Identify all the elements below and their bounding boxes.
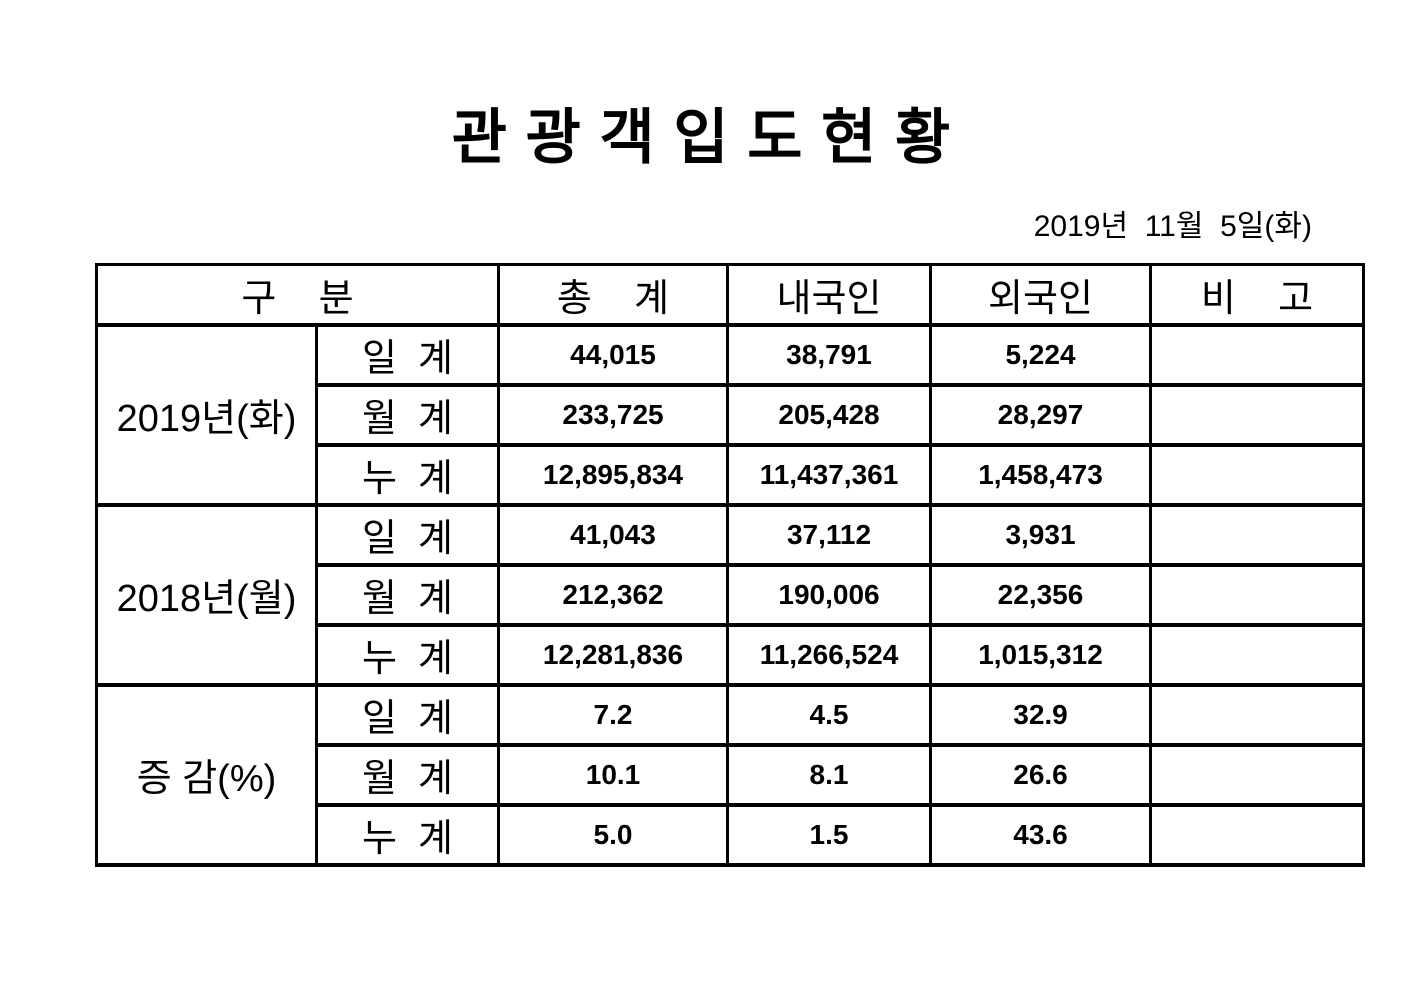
col-header-note: 비 고 bbox=[1149, 263, 1365, 326]
table-row: 누 계 5.0 1.5 43.6 bbox=[97, 802, 1365, 867]
row-label-monthly: 월 계 bbox=[315, 742, 500, 807]
cell-foreign: 1,458,473 bbox=[929, 442, 1152, 507]
cell-foreign: 43.6 bbox=[929, 802, 1152, 867]
group-label-2018: 2018년(월) bbox=[95, 502, 318, 687]
row-label-cumulative: 누 계 bbox=[315, 442, 500, 507]
page-title: 관 광 객 입 도 현 황 bbox=[451, 104, 952, 171]
report-date: 2019년 11월 5일(화) bbox=[1033, 210, 1312, 243]
cell-total: 212,362 bbox=[497, 562, 729, 627]
table-row: 월 계 233,725 205,428 28,297 bbox=[97, 382, 1365, 447]
cell-foreign: 22,356 bbox=[929, 562, 1152, 627]
cell-foreign: 26.6 bbox=[929, 742, 1152, 807]
cell-total: 12,895,834 bbox=[497, 442, 729, 507]
cell-total: 12,281,836 bbox=[497, 622, 729, 687]
row-label-cumulative: 누 계 bbox=[315, 622, 500, 687]
table-row: 2018년(월) 일 계 41,043 37,112 3,931 bbox=[95, 502, 1365, 687]
cell-foreign: 5,224 bbox=[929, 322, 1152, 387]
cell-note bbox=[1149, 802, 1365, 867]
cell-domestic: 37,112 bbox=[726, 502, 932, 567]
cell-domestic: 11,437,361 bbox=[726, 442, 932, 507]
row-label-daily: 일 계 bbox=[315, 502, 500, 567]
row-label-monthly: 월 계 bbox=[315, 562, 500, 627]
cell-foreign: 28,297 bbox=[929, 382, 1152, 447]
col-header-domestic: 내국인 bbox=[726, 263, 932, 326]
cell-note bbox=[1149, 382, 1365, 447]
group-label-change: 증 감(%) bbox=[95, 682, 318, 867]
cell-note bbox=[1149, 502, 1365, 567]
cell-total: 41,043 bbox=[497, 502, 729, 567]
cell-domestic: 1.5 bbox=[726, 802, 932, 867]
row-label-monthly: 월 계 bbox=[315, 382, 500, 447]
cell-domestic: 4.5 bbox=[726, 682, 932, 747]
cell-total: 233,725 bbox=[497, 382, 729, 447]
col-header-total: 총 계 bbox=[497, 263, 729, 326]
cell-domestic: 8.1 bbox=[726, 742, 932, 807]
cell-note bbox=[1149, 322, 1365, 387]
cell-total: 10.1 bbox=[497, 742, 729, 807]
col-header-category: 구 분 bbox=[95, 263, 500, 326]
tourist-arrival-table: 구 분 총 계 내국인 외국인 비 고 2019년(화) 일 계 44,015 … bbox=[95, 263, 1365, 867]
table-row: 누 계 12,281,836 11,266,524 1,015,312 bbox=[97, 622, 1365, 687]
row-label-cumulative: 누 계 bbox=[315, 802, 500, 867]
row-label-daily: 일 계 bbox=[315, 322, 500, 387]
table-row: 증 감(%) 일 계 7.2 4.5 32.9 bbox=[95, 682, 1365, 867]
cell-foreign: 1,015,312 bbox=[929, 622, 1152, 687]
cell-domestic: 190,006 bbox=[726, 562, 932, 627]
group-2018: 2018년(월) 일 계 41,043 37,112 3,931 월 계 212… bbox=[95, 502, 1365, 687]
cell-note bbox=[1149, 742, 1365, 807]
cell-note bbox=[1149, 682, 1365, 747]
cell-total: 7.2 bbox=[497, 682, 729, 747]
table-row: 월 계 212,362 190,006 22,356 bbox=[97, 562, 1365, 627]
cell-foreign: 3,931 bbox=[929, 502, 1152, 567]
table-row: 월 계 10.1 8.1 26.6 bbox=[97, 742, 1365, 807]
cell-note bbox=[1149, 622, 1365, 687]
col-header-foreign: 외국인 bbox=[929, 263, 1152, 326]
cell-domestic: 205,428 bbox=[726, 382, 932, 447]
header-row: 구 분 총 계 내국인 외국인 비 고 bbox=[95, 263, 1365, 326]
group-2019: 2019년(화) 일 계 44,015 38,791 5,224 월 계 233… bbox=[95, 322, 1365, 507]
cell-note bbox=[1149, 562, 1365, 627]
cell-domestic: 38,791 bbox=[726, 322, 932, 387]
row-label-daily: 일 계 bbox=[315, 682, 500, 747]
table-row: 2019년(화) 일 계 44,015 38,791 5,224 bbox=[95, 322, 1365, 507]
cell-note bbox=[1149, 442, 1365, 507]
cell-total: 44,015 bbox=[497, 322, 729, 387]
cell-total: 5.0 bbox=[497, 802, 729, 867]
group-label-2019: 2019년(화) bbox=[95, 322, 318, 507]
group-change-percent: 증 감(%) 일 계 7.2 4.5 32.9 월 계 10.1 8.1 26.… bbox=[95, 682, 1365, 867]
cell-foreign: 32.9 bbox=[929, 682, 1152, 747]
cell-domestic: 11,266,524 bbox=[726, 622, 932, 687]
table-row: 누 계 12,895,834 11,437,361 1,458,473 bbox=[97, 442, 1365, 507]
